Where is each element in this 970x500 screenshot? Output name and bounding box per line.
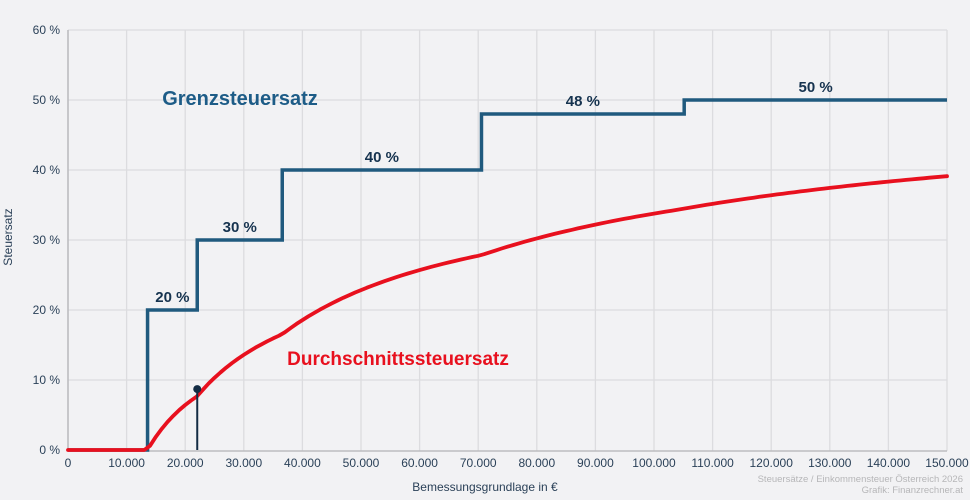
marginal-tax-rate-step-line xyxy=(68,98,947,452)
income-marker-dot xyxy=(193,385,202,394)
x-tick-label: 70.000 xyxy=(460,456,497,470)
x-tick-label: 50.000 xyxy=(343,456,380,470)
x-tick-label: 110.000 xyxy=(691,456,734,470)
y-tick-label: 40 % xyxy=(33,163,61,177)
axes xyxy=(67,30,947,452)
y-tick-label: 20 % xyxy=(33,303,61,317)
x-tick-label: 80.000 xyxy=(518,456,555,470)
y-tick-label: 60 % xyxy=(33,23,61,37)
y-tick-label: 10 % xyxy=(33,373,61,387)
y-axis-title: Steuersatz xyxy=(1,208,15,265)
y-tick-label: 0 % xyxy=(39,443,60,457)
average-rate-series-title: Durchschnittssteuersatz xyxy=(287,349,509,370)
tick-labels: 0 10.000 20.000 30.000 40.000 50.000 60.000 70.… xyxy=(33,23,969,470)
x-tick-label: 130.000 xyxy=(808,456,852,470)
y-tick-label: 50 % xyxy=(33,93,61,107)
bracket-rate-label: 50 % xyxy=(798,79,832,96)
x-tick-label: 20.000 xyxy=(167,456,204,470)
x-tick-label: 40.000 xyxy=(284,456,321,470)
caption-source: Steuersätze / Einkommensteuer Österreich… xyxy=(758,474,963,485)
x-tick-label: 60.000 xyxy=(401,456,438,470)
bracket-rate-labels: 20 % 30 % 40 % 48 % 50 % xyxy=(155,79,832,306)
marginal-rate-series-title: Grenzsteuersatz xyxy=(162,88,318,110)
x-tick-label: 90.000 xyxy=(577,456,614,470)
x-tick-label: 100.000 xyxy=(632,456,676,470)
x-tick-label: 30.000 xyxy=(225,456,262,470)
x-tick-label: 150.000 xyxy=(925,456,969,470)
y-tick-label: 30 % xyxy=(33,233,61,247)
caption-credit: Grafik: Finanzrechner.at xyxy=(862,485,964,496)
bracket-rate-label: 30 % xyxy=(223,219,257,236)
x-tick-label: 0 xyxy=(65,456,72,470)
income-marker xyxy=(193,385,202,450)
x-tick-label: 140.000 xyxy=(867,456,911,470)
x-axis-title: Bemessungsgrundlage in € xyxy=(412,480,558,494)
average-tax-rate-curve xyxy=(66,174,949,452)
x-tick-label: 120.000 xyxy=(750,456,794,470)
bracket-rate-label: 48 % xyxy=(566,93,600,110)
bracket-rate-label: 40 % xyxy=(365,149,399,166)
bracket-rate-label: 20 % xyxy=(155,289,189,306)
x-tick-label: 10.000 xyxy=(108,456,145,470)
